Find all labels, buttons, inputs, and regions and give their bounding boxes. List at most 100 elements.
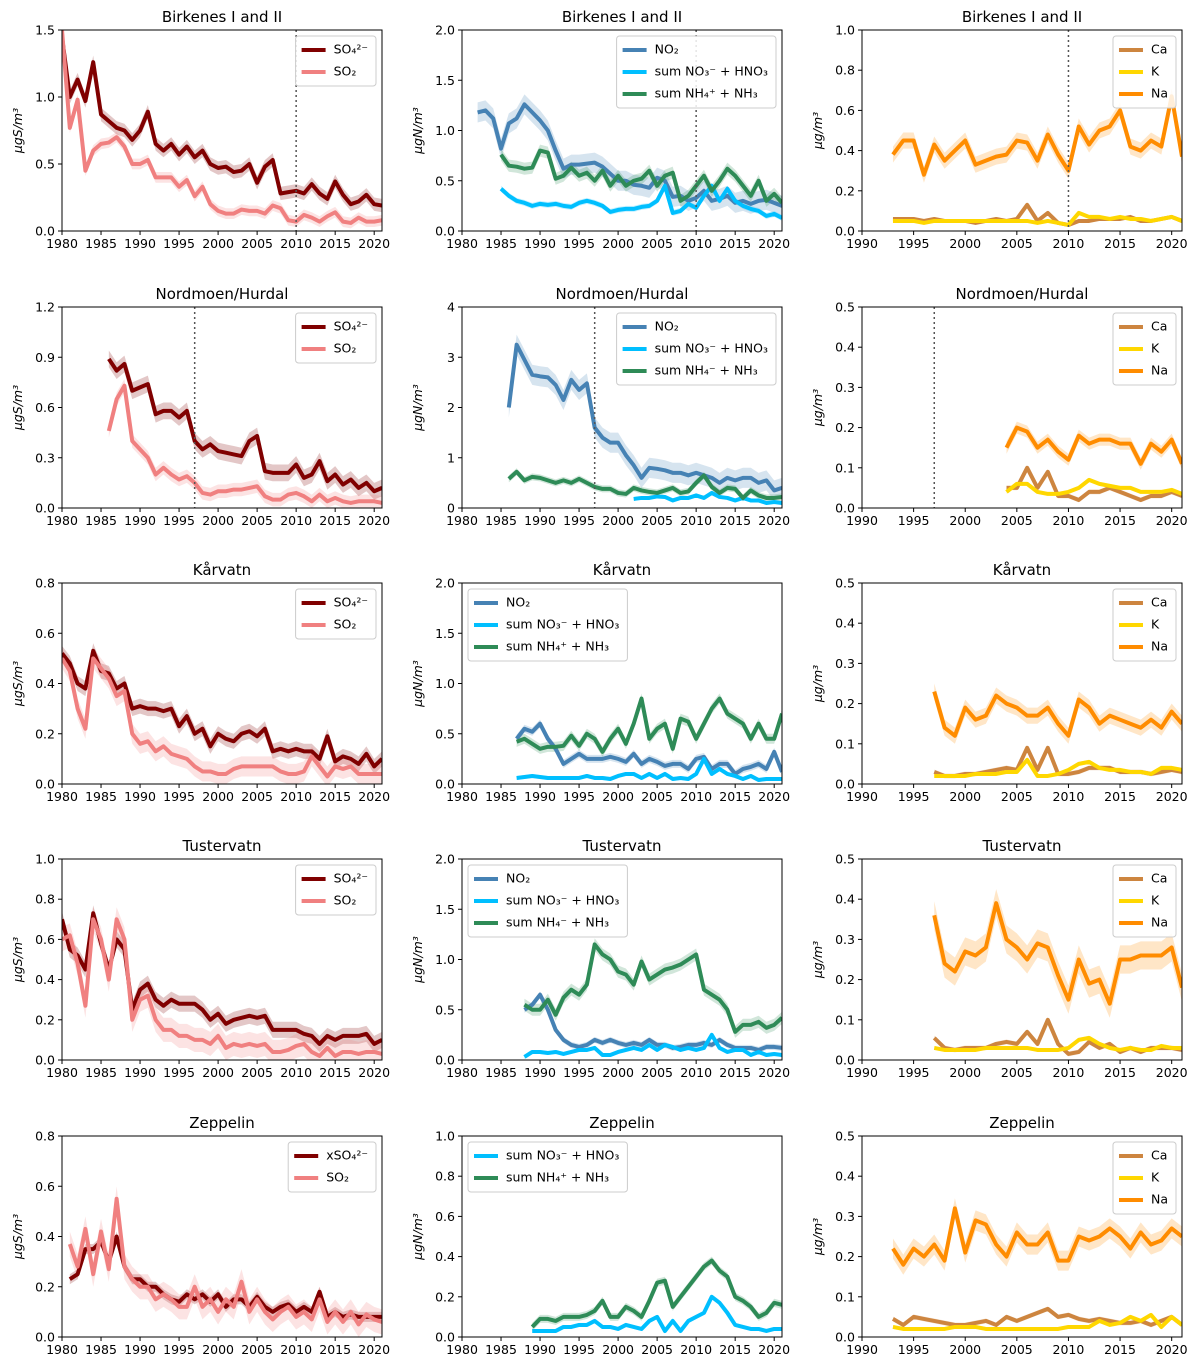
series-line (934, 757, 1182, 778)
x-tick-label: 1985 (485, 789, 517, 804)
x-tick-label: 2010 (280, 236, 312, 251)
error-band (508, 468, 782, 502)
x-tick-label: 2020 (1156, 789, 1188, 804)
x-tick-label: 2010 (1053, 1342, 1085, 1357)
x-tick-label: 1980 (46, 1342, 78, 1357)
y-tick-label: 0.4 (835, 892, 855, 907)
y-tick-label: 0.4 (35, 972, 55, 987)
y-tick-label: 0 (447, 501, 455, 516)
legend: Ca K Na (1112, 1141, 1177, 1215)
y-tick-label: 1.0 (35, 852, 55, 867)
plot-area (932, 683, 1182, 779)
x-tick-label: 1980 (446, 789, 478, 804)
y-tick-label: 0.8 (35, 576, 55, 591)
x-tick-label: 2005 (1001, 1342, 1033, 1357)
y-axis-label: μgS/m³ (10, 1214, 25, 1260)
x-tick-label: 2010 (280, 789, 312, 804)
legend: Ca K Na (1112, 864, 1177, 938)
plot-area (515, 693, 782, 782)
legend-label: sum NH₄⁻ + NH₃ (506, 915, 609, 930)
plot-area (891, 1198, 1182, 1331)
y-tick-label: 0.4 (835, 143, 855, 158)
x-tick-label: 2020 (758, 513, 790, 528)
legend: Ca K Na (1112, 588, 1177, 662)
legend: NO₂ sum NO₃⁻ + HNO₃ sum NH₄⁺ + NH₃ (616, 35, 777, 109)
y-axis-label: μg/m³ (810, 112, 825, 150)
y-tick-label: 0.2 (835, 1249, 855, 1264)
y-tick-label: 0.2 (835, 183, 855, 198)
y-axis-label: μgS/m³ (10, 108, 25, 154)
legend-box (467, 1141, 628, 1193)
y-axis-label: μg/m³ (810, 1218, 825, 1256)
legend-label: Ca (1151, 595, 1167, 610)
x-tick-label: 2000 (602, 513, 634, 528)
series-line (67, 1196, 382, 1327)
error-band (69, 1186, 382, 1337)
legend: SO₄²⁻ SO₂ (295, 588, 377, 640)
y-tick-label: 2.0 (435, 852, 455, 867)
x-tick-label: 2010 (1053, 1065, 1085, 1080)
x-tick-label: 2005 (1001, 789, 1033, 804)
series-line (499, 148, 782, 205)
subplot: 1980 1985 1990 1995 2000 2005 2010 2015 2020 0.0 0… (10, 8, 390, 251)
x-tick-label: 2020 (1156, 513, 1188, 528)
legend-label: Na (1151, 639, 1168, 654)
legend-label: sum NO₃⁻ + HNO₃ (506, 893, 619, 908)
y-tick-label: 1.0 (35, 90, 55, 105)
y-tick-label: 0.0 (435, 1053, 455, 1068)
series-line (506, 342, 782, 493)
legend-box (467, 588, 628, 662)
series-line (891, 94, 1182, 177)
legend-box (616, 35, 777, 109)
series-line (106, 383, 382, 505)
y-tick-label: 1.0 (435, 123, 455, 138)
x-tick-label: 2005 (241, 789, 273, 804)
y-tick-label: 1.5 (35, 23, 55, 38)
error-band (892, 1198, 1182, 1275)
x-tick-label: 1990 (124, 236, 156, 251)
y-tick-label: 0.1 (835, 736, 855, 751)
legend: SO₄²⁻ SO₂ (295, 864, 377, 916)
legend-label: sum NO₃⁻ + HNO₃ (655, 341, 768, 356)
x-tick-label: 2010 (280, 1065, 312, 1080)
y-tick-label: 1.5 (435, 902, 455, 917)
plot-area (1004, 421, 1182, 503)
x-tick-label: 2000 (949, 1065, 981, 1080)
x-tick-label: 1985 (85, 789, 117, 804)
subplot: 1990 1995 2000 2005 2010 2015 2020 0.0 0.1 0.2 0.3… (810, 1114, 1188, 1357)
y-tick-label: 0.2 (35, 1012, 55, 1027)
y-tick-label: 0.5 (835, 852, 855, 867)
y-tick-label: 0.0 (835, 1330, 855, 1345)
x-tick-label: 1980 (446, 513, 478, 528)
plot-area (106, 350, 382, 508)
x-tick-label: 1995 (163, 789, 195, 804)
subplot: 1990 1995 2000 2005 2010 2015 2020 0.0 0.1 0.2 0.3… (810, 837, 1188, 1080)
x-tick-label: 1990 (124, 1342, 156, 1357)
subplot: 1980 1985 1990 1995 2000 2005 2010 2015 2020 0.0 0… (10, 561, 390, 804)
x-tick-label: 2015 (719, 236, 751, 251)
x-tick-label: 1995 (163, 1065, 195, 1080)
x-tick-label: 1995 (563, 236, 595, 251)
plot-area (891, 88, 1182, 227)
error-band (62, 648, 382, 784)
x-tick-label: 1995 (563, 789, 595, 804)
x-tick-label: 1985 (485, 1065, 517, 1080)
x-tick-label: 1985 (485, 236, 517, 251)
y-tick-label: 0.4 (835, 1169, 855, 1184)
y-tick-label: 0.6 (835, 103, 855, 118)
x-tick-label: 2015 (1104, 236, 1136, 251)
legend-label: Na (1151, 363, 1168, 378)
error-band (508, 334, 782, 501)
subplot: 1990 1995 2000 2005 2010 2015 2020 0.0 0.1 0.2 0.3… (810, 285, 1188, 528)
x-tick-label: 1990 (846, 1342, 878, 1357)
series-line (1004, 425, 1182, 466)
series-line (633, 490, 782, 505)
axes-frame (861, 858, 1183, 1061)
x-tick-label: 2015 (319, 236, 351, 251)
plot-area (62, 30, 382, 229)
y-tick-label: 0.1 (835, 460, 855, 475)
series-line (891, 1206, 1182, 1267)
y-tick-label: 0.5 (435, 1002, 455, 1017)
y-axis-label: μg/m³ (810, 941, 825, 979)
x-tick-label: 1995 (898, 1065, 930, 1080)
